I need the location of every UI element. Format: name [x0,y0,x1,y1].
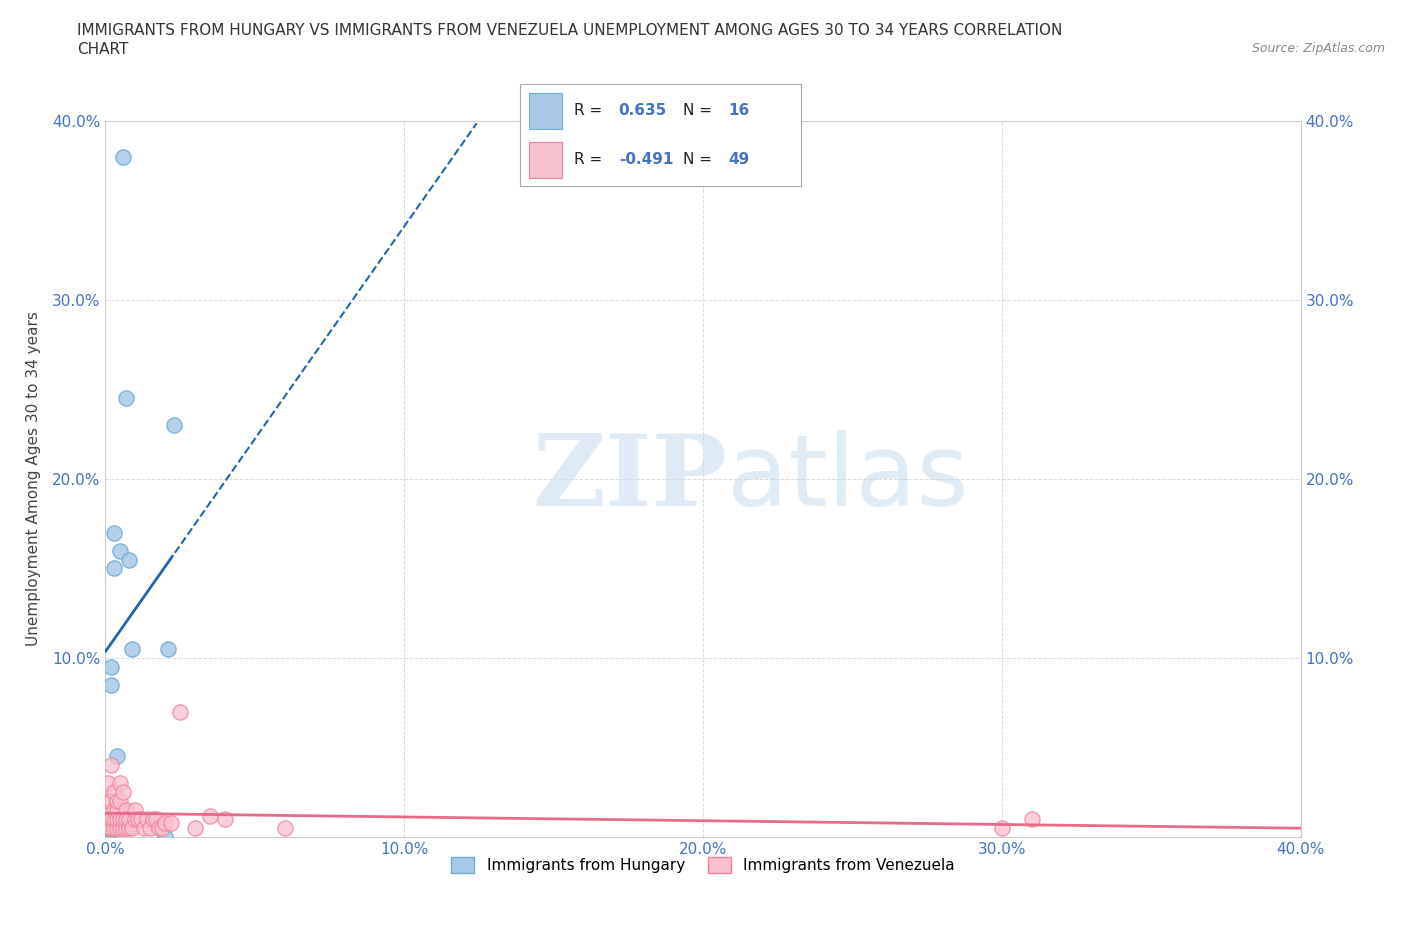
Bar [529,93,562,128]
Point [112,785,135,800]
Point [163,418,186,432]
Point [134,820,156,835]
Point [107,812,129,827]
Point [157,642,180,657]
Point [100,812,122,827]
Text: IMMIGRANTS FROM HUNGARY VS IMMIGRANTS FROM VENEZUELA UNEMPLOYMENT AMONG AGES 30 : IMMIGRANTS FROM HUNGARY VS IMMIGRANTS FR… [77,23,1063,38]
Point [129,812,153,827]
Point [100,758,122,773]
Point [100,659,122,674]
Point [97,828,120,843]
Point [112,812,135,827]
Text: CHART: CHART [77,42,129,57]
Point [1021,812,1043,827]
Point [103,561,125,576]
Text: N =: N = [683,103,717,118]
Text: R =: R = [574,152,607,166]
Point [118,552,141,567]
Point [160,816,183,830]
Text: -0.491: -0.491 [619,152,673,166]
Text: N =: N = [683,152,717,166]
Point [112,820,135,835]
Bar [529,142,562,178]
Legend: Immigrants from Hungary, Immigrants from Venezuela: Immigrants from Hungary, Immigrants from… [446,851,960,880]
Point [103,812,125,827]
Point [112,149,135,164]
Text: R =: R = [574,103,607,118]
Point [990,820,1012,835]
Point [139,820,162,835]
Point [142,812,165,827]
Point [100,820,122,835]
Text: Source: ZipAtlas.com: Source: ZipAtlas.com [1251,42,1385,55]
Point [136,812,159,827]
Point [273,820,295,835]
Point [184,820,207,835]
Point [148,820,170,835]
Point [118,820,141,835]
Point [118,812,141,827]
Point [107,803,129,817]
Point [115,803,138,817]
Point [103,820,125,835]
Point [121,642,143,657]
Point [127,812,149,827]
Point [97,812,120,827]
Point [198,808,221,823]
Text: 49: 49 [728,152,749,166]
Text: 16: 16 [728,103,749,118]
Point [110,820,132,835]
Point [97,794,120,809]
Point [107,749,129,764]
Point [100,794,122,809]
Point [103,803,125,817]
Point [97,820,120,835]
Point [97,826,120,841]
Point [103,525,125,540]
Point [155,830,177,844]
Point [115,391,138,405]
Point [107,820,129,835]
Text: atlas: atlas [727,431,969,527]
Point [169,704,191,719]
Text: ZIP: ZIP [531,431,727,527]
Point [214,812,236,827]
Point [103,785,125,800]
Point [121,820,143,835]
Point [110,812,132,827]
Point [110,794,132,809]
Point [110,776,132,790]
Point [110,543,132,558]
Point [145,812,167,827]
Point [155,816,177,830]
Text: 0.635: 0.635 [619,103,666,118]
Point [124,803,146,817]
Point [115,820,138,835]
Point [124,812,146,827]
Point [115,812,138,827]
Point [97,776,120,790]
Point [107,794,129,809]
Point [100,677,122,692]
Y-axis label: Unemployment Among Ages 30 to 34 years: Unemployment Among Ages 30 to 34 years [25,312,41,646]
Point [97,820,120,835]
Point [150,820,173,835]
